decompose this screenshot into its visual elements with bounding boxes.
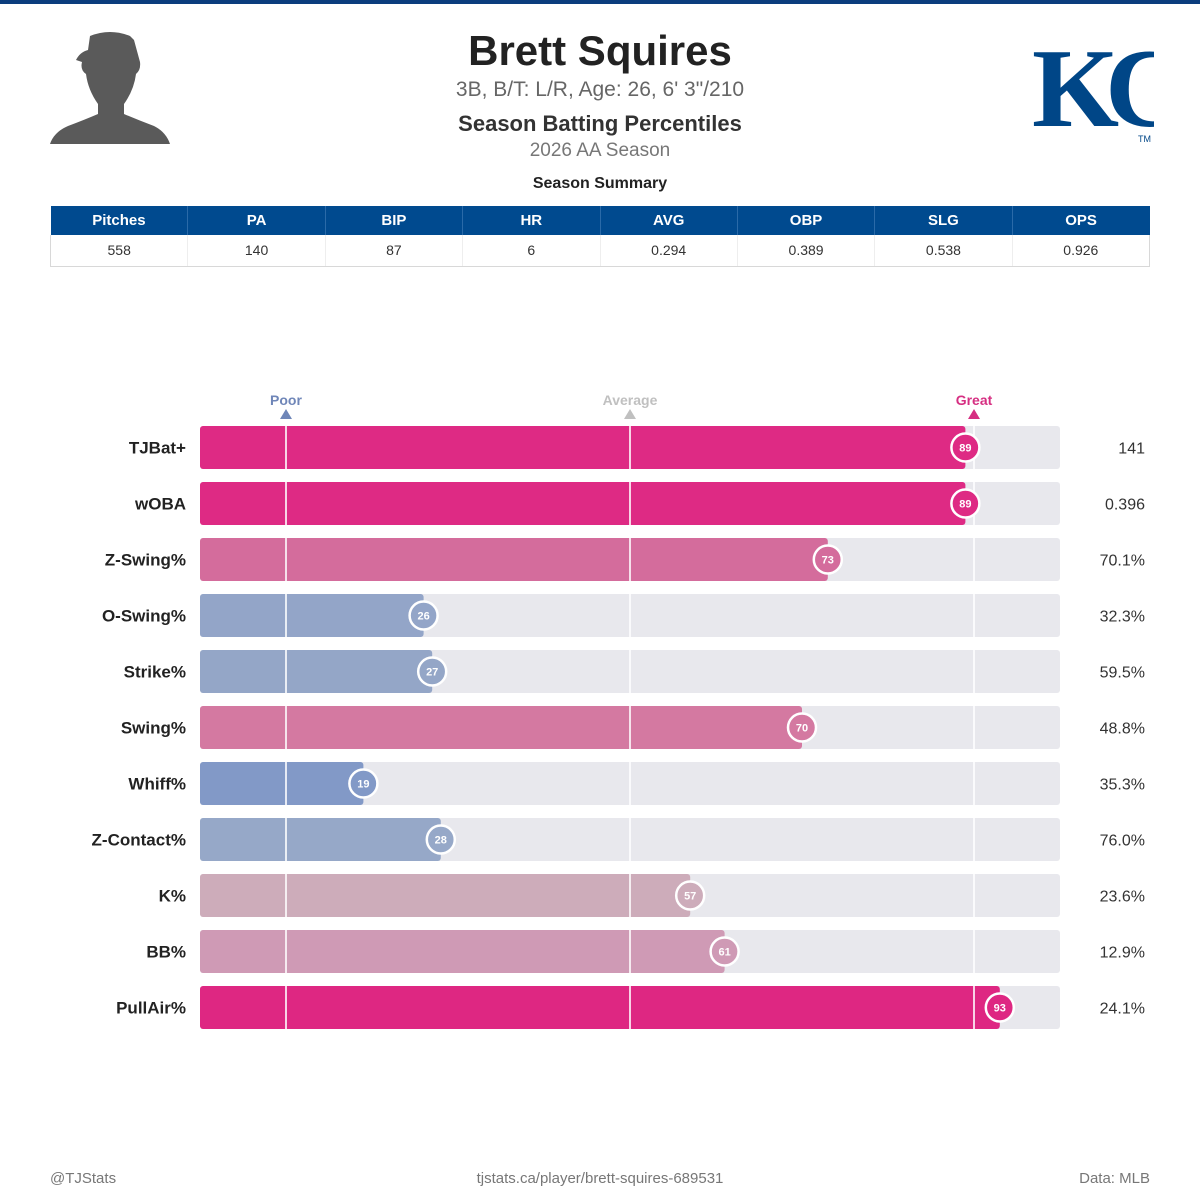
- summary-value-pitches: 558: [49, 235, 189, 267]
- summary-value-ops: 0.926: [1012, 235, 1151, 267]
- bar-strike-pct: [200, 650, 433, 693]
- summary-header-pa: PA: [187, 206, 326, 235]
- metric-value-z-contact-pct: 76.0%: [1100, 833, 1145, 850]
- footer-url: tjstats.ca/player/brett-squires-689531: [476, 1170, 724, 1187]
- footer-handle: @TJStats: [50, 1170, 117, 1187]
- marker-label-average: Average: [603, 392, 658, 408]
- summary-value-bip: 87: [325, 235, 464, 267]
- metric-value-tjbat-plus: 141: [1118, 441, 1145, 458]
- percentile-badge-whiff-pct: [348, 768, 379, 799]
- season-summary-table: Pitches PA BIP HR AVG OBP SLG OPS 558 14…: [49, 206, 1151, 267]
- bar-whiff-pct: [200, 762, 364, 805]
- metric-value-pullair-pct: 24.1%: [1100, 1001, 1145, 1018]
- metric-label-bb-pct: BB%: [146, 943, 186, 962]
- footer-source: Data: MLB: [1079, 1170, 1150, 1187]
- percentile-label-tjbat-plus: 89: [959, 443, 971, 455]
- summary-header-pitches: Pitches: [50, 206, 189, 235]
- metric-label-tjbat-plus: TJBat+: [129, 439, 186, 458]
- percentile-label-swing-pct: 70: [796, 723, 808, 735]
- player-name: Brett Squires: [468, 27, 732, 74]
- metric-label-pullair-pct: PullAir%: [116, 999, 186, 1018]
- summary-value-obp: 0.389: [737, 235, 876, 267]
- bar-z-swing-pct: [200, 538, 828, 581]
- player-silhouette-image: [50, 32, 170, 144]
- team-logo-trademark: TM: [1138, 134, 1151, 144]
- bar-swing-pct: [200, 706, 802, 749]
- percentile-label-z-swing-pct: 73: [822, 555, 834, 567]
- summary-value-row: 558 140 87 6 0.294 0.389 0.538 0.926: [49, 235, 1151, 267]
- percentile-label-strike-pct: 27: [426, 667, 438, 679]
- report-subtitle: 2026 AA Season: [529, 140, 671, 161]
- metric-value-k-pct: 23.6%: [1100, 889, 1145, 906]
- percentile-badge-swing-pct: [786, 712, 818, 743]
- report-header: Brett Squires 3B, B/T: L/R, Age: 26, 6' …: [300, 26, 900, 164]
- bar-o-swing-pct: [200, 594, 424, 637]
- percentile-badge-pullair-pct: [984, 992, 1016, 1023]
- metric-label-z-contact-pct: Z-Contact%: [92, 831, 186, 850]
- bar-woba: [200, 482, 966, 525]
- metric-value-swing-pct: 48.8%: [1100, 721, 1145, 738]
- summary-title: Season Summary: [532, 175, 668, 192]
- summary-value-slg: 0.538: [874, 235, 1013, 267]
- marker-label-poor: Poor: [270, 392, 302, 408]
- percentile-label-woba: 89: [959, 499, 971, 511]
- bar-z-contact-pct: [200, 818, 441, 861]
- summary-value-hr: 6: [462, 235, 601, 267]
- summary-header-bip: BIP: [325, 206, 464, 235]
- marker-label-great: Great: [956, 392, 993, 408]
- metric-label-z-swing-pct: Z-Swing%: [105, 551, 186, 570]
- percentile-badge-woba: [950, 488, 981, 519]
- player-bio: 3B, B/T: L/R, Age: 26, 6' 3"/210: [455, 78, 745, 101]
- summary-header-hr: HR: [462, 206, 601, 235]
- bar-bb-pct: [200, 930, 725, 973]
- percentile-badge-z-swing-pct: [812, 544, 844, 575]
- metric-value-bb-pct: 12.9%: [1100, 945, 1145, 962]
- top-accent-rule: [0, 0, 1200, 4]
- bar-k-pct: [200, 874, 691, 917]
- metric-value-z-swing-pct: 70.1%: [1100, 553, 1145, 570]
- bar-tjbat-plus: [200, 426, 966, 469]
- percentile-label-whiff-pct: 19: [357, 779, 369, 791]
- report-title: Season Batting Percentiles: [458, 111, 742, 136]
- team-logo: KC TM: [1032, 27, 1154, 146]
- percentile-badge-bb-pct: [709, 936, 740, 967]
- summary-value-avg: 0.294: [600, 235, 738, 267]
- footer: @TJStats tjstats.ca/player/brett-squires…: [50, 1170, 1150, 1190]
- summary-header-row: Pitches PA BIP HR AVG OBP SLG OPS: [50, 206, 1150, 235]
- metric-value-woba: 0.396: [1105, 497, 1145, 514]
- metric-label-strike-pct: Strike%: [124, 663, 186, 682]
- percentile-badge-strike-pct: [416, 656, 448, 687]
- percentile-label-bb-pct: 61: [718, 947, 730, 959]
- summary-header-ops: OPS: [1012, 206, 1150, 235]
- summary-header-slg: SLG: [874, 206, 1013, 235]
- percentile-badge-k-pct: [674, 880, 706, 911]
- metric-label-k-pct: K%: [159, 887, 186, 906]
- percentile-label-pullair-pct: 93: [994, 1003, 1006, 1015]
- summary-header-avg: AVG: [600, 206, 738, 235]
- team-logo-letters: KC: [1032, 27, 1154, 146]
- metric-value-strike-pct: 59.5%: [1100, 665, 1145, 682]
- metric-label-whiff-pct: Whiff%: [128, 775, 186, 794]
- percentile-badge-o-swing-pct: [408, 600, 439, 631]
- metric-label-woba: wOBA: [134, 495, 186, 514]
- percentile-label-k-pct: 57: [684, 891, 696, 903]
- summary-header-obp: OBP: [737, 206, 876, 235]
- metric-value-whiff-pct: 35.3%: [1100, 777, 1145, 794]
- marker-arrow-average: [624, 409, 636, 419]
- percentile-label-o-swing-pct: 26: [417, 611, 429, 623]
- percentile-label-z-contact-pct: 28: [435, 835, 447, 847]
- metric-label-o-swing-pct: O-Swing%: [102, 607, 186, 626]
- bar-pullair-pct: [200, 986, 1000, 1029]
- percentile-badge-tjbat-plus: [950, 432, 981, 463]
- metric-value-o-swing-pct: 32.3%: [1100, 609, 1145, 626]
- marker-arrow-poor: [280, 409, 292, 419]
- metric-label-swing-pct: Swing%: [121, 719, 186, 738]
- summary-value-pa: 140: [187, 235, 326, 267]
- percentile-badge-z-contact-pct: [425, 824, 457, 855]
- marker-arrow-great: [968, 409, 980, 419]
